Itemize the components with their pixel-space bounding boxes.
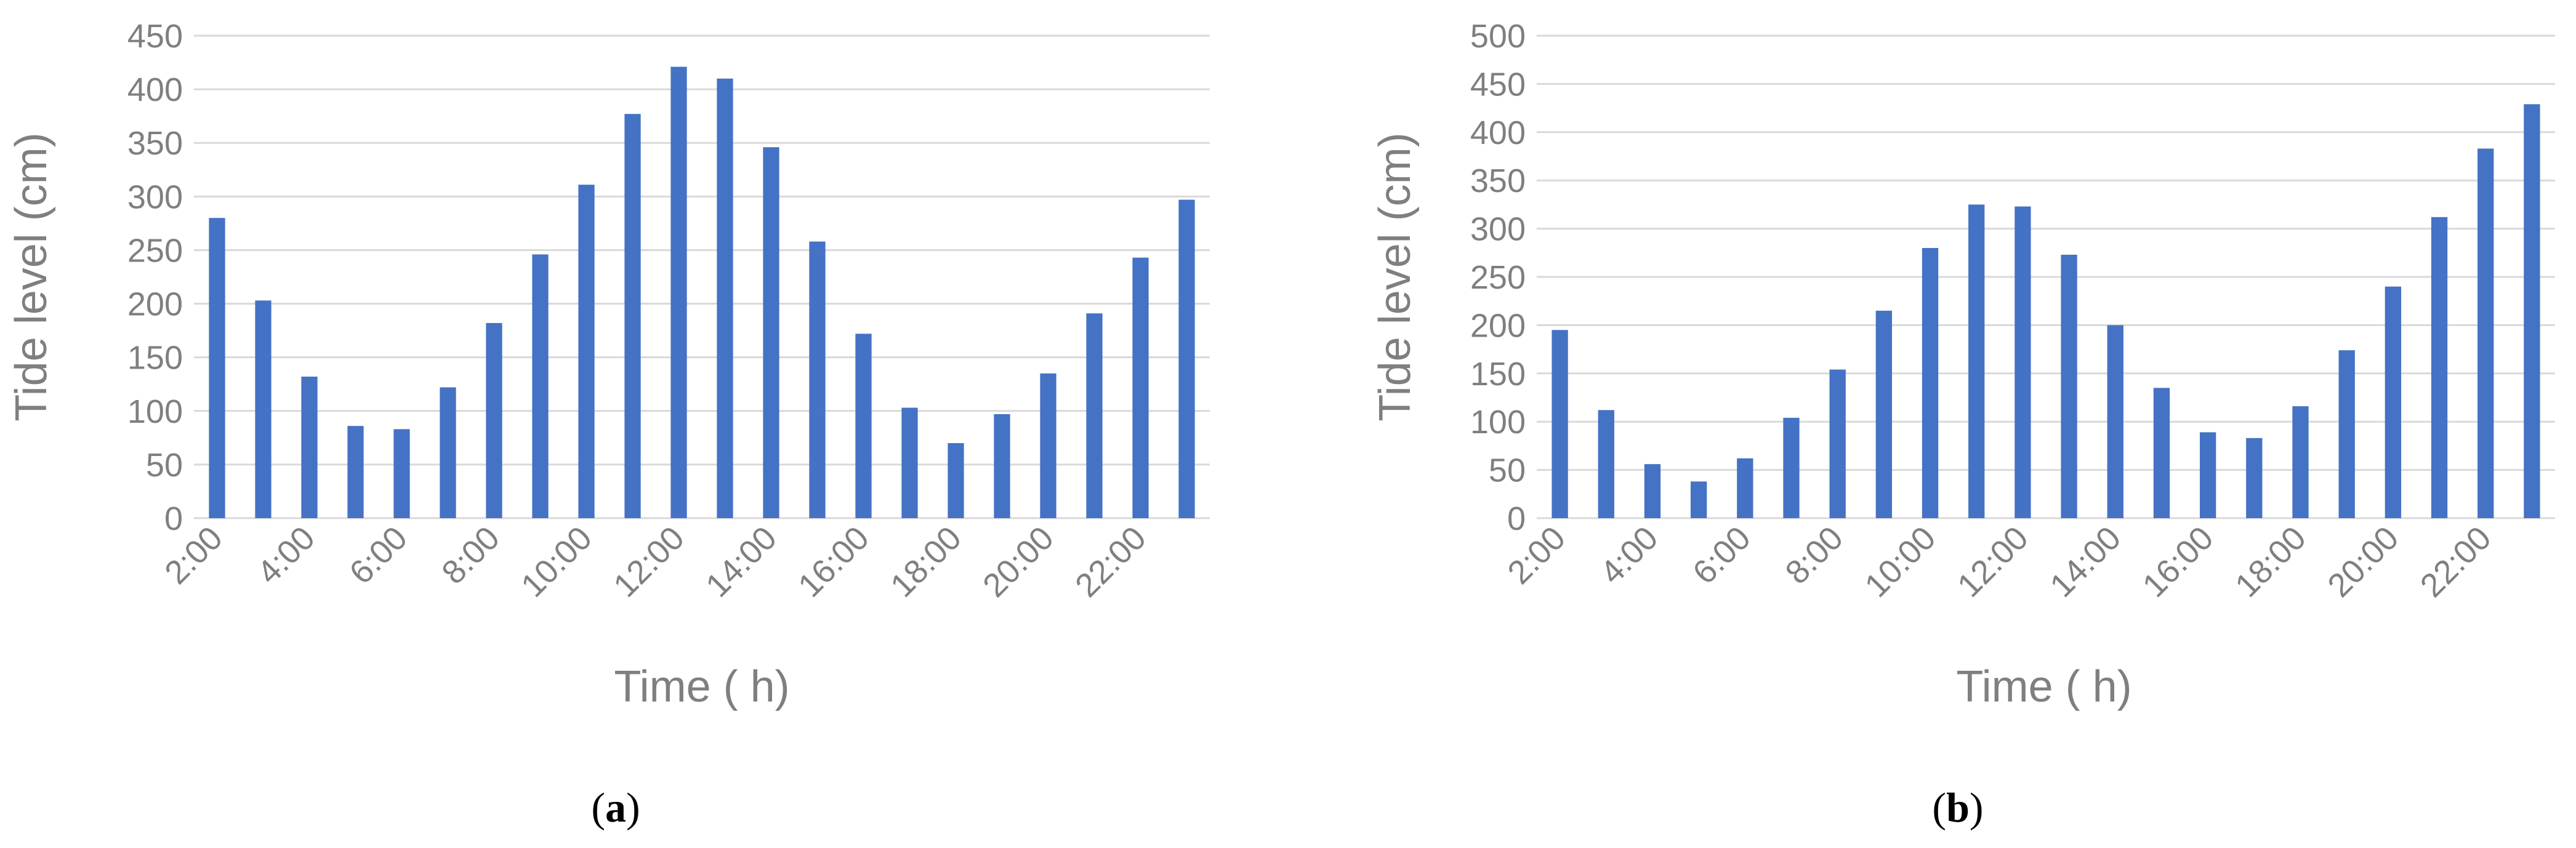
x-tick-label: 20:00 bbox=[2320, 519, 2405, 604]
bar bbox=[532, 254, 549, 518]
y-tick-label: 400 bbox=[127, 71, 183, 108]
bar bbox=[763, 147, 779, 519]
bar bbox=[209, 218, 225, 518]
y-tick-label: 0 bbox=[1507, 500, 1526, 537]
bar bbox=[2477, 148, 2494, 518]
bar bbox=[670, 66, 687, 519]
bar bbox=[578, 185, 595, 518]
y-tick-label: 500 bbox=[1470, 18, 1526, 55]
bar bbox=[2338, 350, 2355, 518]
x-tick-label: 12:00 bbox=[606, 519, 691, 604]
bar bbox=[717, 78, 733, 518]
y-tick-label: 350 bbox=[1470, 162, 1526, 199]
x-tick-label: 8:00 bbox=[1778, 519, 1850, 591]
bar bbox=[2061, 254, 2077, 518]
y-tick-label: 0 bbox=[164, 500, 183, 537]
x-tick-label: 20:00 bbox=[976, 519, 1061, 604]
bar bbox=[2431, 217, 2448, 518]
x-tick-label: 4:00 bbox=[250, 519, 322, 591]
bar bbox=[1737, 458, 1753, 518]
y-tick-label: 200 bbox=[127, 286, 183, 323]
panel-label: (a) bbox=[591, 784, 640, 831]
y-tick-label: 50 bbox=[146, 447, 183, 484]
bar bbox=[2015, 206, 2031, 518]
x-tick-label: 4:00 bbox=[1593, 519, 1665, 591]
bar bbox=[948, 443, 964, 518]
bar bbox=[1040, 373, 1057, 518]
bar bbox=[1922, 247, 1939, 518]
x-tick-label: 18:00 bbox=[2228, 519, 2313, 604]
x-tick-label: 22:00 bbox=[2413, 519, 2498, 604]
y-tick-label: 150 bbox=[1470, 356, 1526, 393]
x-tick-label: 18:00 bbox=[883, 519, 968, 604]
x-tick-label: 10:00 bbox=[1858, 519, 1943, 604]
x-axis-title: Time ( h) bbox=[614, 662, 789, 711]
bar bbox=[1598, 410, 1614, 518]
y-tick-label: 300 bbox=[1470, 211, 1526, 248]
bar bbox=[1086, 313, 1103, 518]
y-tick-label: 450 bbox=[127, 18, 183, 55]
y-tick-label: 100 bbox=[127, 393, 183, 430]
bar bbox=[1552, 330, 1568, 518]
bar bbox=[255, 300, 272, 518]
x-tick-label: 6:00 bbox=[1686, 519, 1758, 591]
bar bbox=[1644, 464, 1661, 518]
x-tick-label: 16:00 bbox=[791, 519, 876, 604]
bar bbox=[440, 387, 456, 518]
bar bbox=[2246, 438, 2263, 518]
bar bbox=[901, 407, 918, 518]
y-tick-label: 400 bbox=[1470, 114, 1526, 151]
bar bbox=[1829, 369, 1846, 518]
panel-label: (b) bbox=[1932, 784, 1983, 831]
bar bbox=[1875, 310, 1893, 518]
x-tick-label: 14:00 bbox=[699, 519, 784, 604]
bar bbox=[2524, 104, 2540, 518]
x-tick-label: 12:00 bbox=[1950, 519, 2035, 604]
y-tick-label: 250 bbox=[1470, 259, 1526, 296]
y-tick-label: 350 bbox=[127, 125, 183, 162]
x-tick-label: 16:00 bbox=[2136, 519, 2221, 604]
bar bbox=[2385, 286, 2402, 518]
y-tick-label: 300 bbox=[127, 178, 183, 215]
y-tick-label: 150 bbox=[127, 340, 183, 377]
bar bbox=[486, 322, 502, 518]
y-tick-label: 200 bbox=[1470, 307, 1526, 344]
bar bbox=[2153, 388, 2170, 518]
x-axis-title: Time ( h) bbox=[1956, 662, 2131, 711]
x-tick-label: 10:00 bbox=[514, 519, 599, 604]
bar bbox=[1178, 199, 1195, 518]
bar bbox=[393, 429, 410, 518]
bar bbox=[1690, 481, 1707, 518]
y-tick-label: 100 bbox=[1470, 404, 1526, 441]
bar bbox=[347, 426, 364, 518]
bar bbox=[1783, 417, 1800, 518]
y-tick-label: 450 bbox=[1470, 66, 1526, 103]
bar bbox=[809, 241, 826, 518]
bar bbox=[2107, 325, 2123, 518]
bar bbox=[1968, 204, 1985, 518]
y-axis-title: Tide level (cm) bbox=[1371, 132, 1420, 421]
bar bbox=[2292, 406, 2309, 518]
bar bbox=[301, 377, 318, 518]
y-tick-label: 50 bbox=[1489, 452, 1526, 489]
bar bbox=[1132, 257, 1149, 518]
y-axis-title: Tide level (cm) bbox=[7, 132, 56, 421]
x-tick-label: 8:00 bbox=[435, 519, 507, 591]
bar bbox=[994, 414, 1010, 518]
bar bbox=[624, 114, 641, 518]
bar bbox=[855, 334, 872, 518]
x-tick-label: 22:00 bbox=[1068, 519, 1153, 604]
bar bbox=[2199, 432, 2216, 518]
x-tick-label: 6:00 bbox=[342, 519, 414, 591]
y-tick-label: 250 bbox=[127, 232, 183, 269]
x-tick-label: 14:00 bbox=[2043, 519, 2128, 604]
